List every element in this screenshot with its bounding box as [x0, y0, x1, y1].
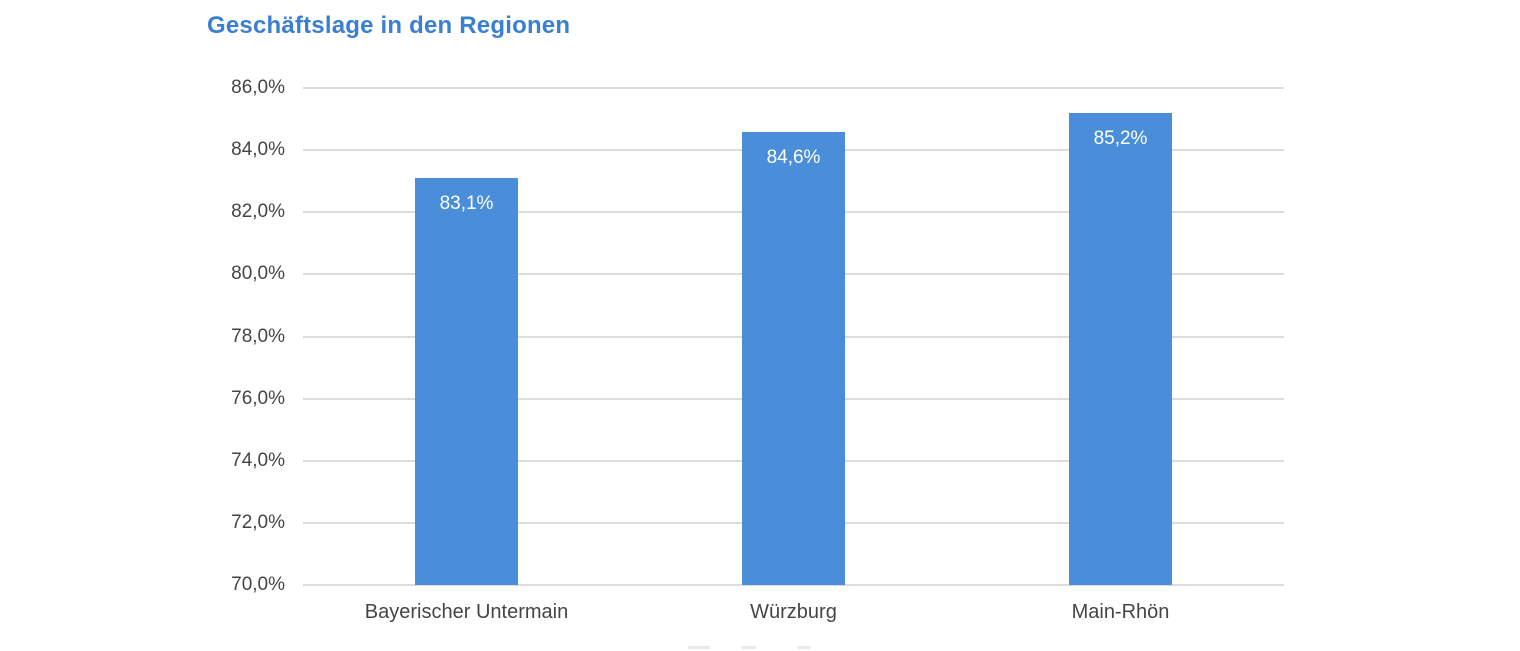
y-tick-label: 72,0% — [231, 511, 285, 533]
bar-2: 84,6% — [742, 131, 845, 585]
y-tick-label: 78,0% — [231, 325, 285, 347]
x-tick-label: Würzburg — [750, 601, 837, 623]
y-tick-label: 84,0% — [231, 139, 285, 161]
cropped-legend-artifact — [798, 646, 810, 649]
bar-3: 85,2% — [1069, 112, 1172, 585]
bar-1: 83,1% — [415, 178, 518, 585]
x-tick-label: Bayerischer Untermain — [364, 601, 569, 623]
gridline — [303, 584, 1284, 586]
plot-area: 86,0% 84,0% 82,0% 80,0% 78,0% 76,0% 74,0% 72,0%… — [231, 77, 1284, 623]
bar-value-label: 84,6% — [766, 146, 821, 168]
y-tick-label: 80,0% — [231, 263, 285, 285]
y-tick-label: 74,0% — [231, 449, 285, 471]
bar-value-label: 85,2% — [1093, 127, 1148, 149]
x-tick-label: Main-Rhön — [1071, 601, 1170, 623]
cropped-legend-artifact — [742, 646, 756, 649]
y-tick-label: 70,0% — [231, 574, 285, 595]
chart-title: Geschäftslage in den Regionen — [207, 12, 571, 39]
y-tick-label: 86,0% — [231, 77, 285, 98]
cropped-legend-artifact — [688, 646, 710, 649]
gridline — [303, 87, 1284, 89]
y-tick-label: 76,0% — [231, 387, 285, 409]
y-tick-label: 82,0% — [231, 201, 285, 223]
bar-value-label: 83,1% — [439, 193, 494, 215]
